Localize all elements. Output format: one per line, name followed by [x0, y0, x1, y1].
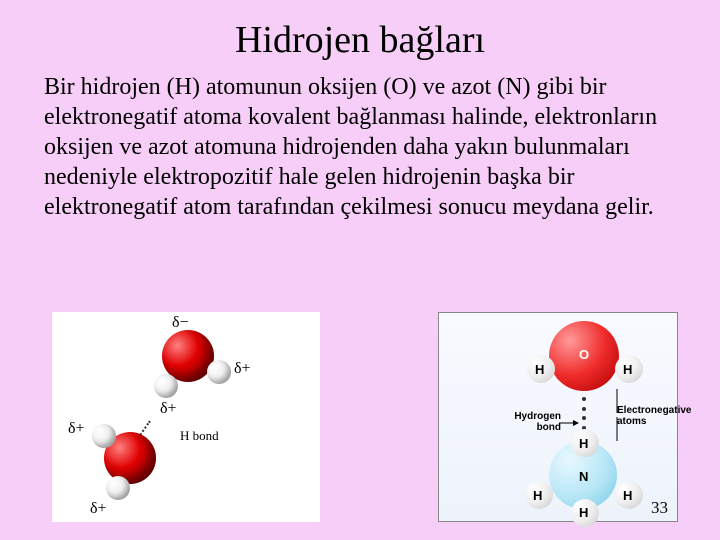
- arrow-icon: [559, 417, 579, 429]
- delta-plus-label: δ+: [234, 360, 251, 378]
- n-letter: N: [579, 469, 588, 484]
- h-letter: H: [535, 362, 544, 377]
- hbond-label: H bond: [180, 428, 219, 444]
- delta-plus-label: δ+: [90, 500, 107, 518]
- h-letter: H: [623, 488, 632, 503]
- o-letter: O: [579, 347, 589, 362]
- page-number: 33: [651, 498, 668, 518]
- hydrogen-bond-label: Hydrogen bond: [501, 411, 561, 433]
- hydrogen-atom: [92, 424, 116, 448]
- h-letter: H: [579, 505, 588, 520]
- page-title: Hidrojen bağları: [0, 0, 720, 72]
- h-letter: H: [579, 436, 588, 451]
- hydrogen-atom: [106, 476, 130, 500]
- delta-minus-label: δ−: [172, 314, 189, 332]
- body-paragraph: Bir hidrojen (H) atomunun oksijen (O) ve…: [0, 72, 720, 222]
- figures-row: δ− δ+ δ+ H bond δ+ δ+ O H H N H H H H Hy…: [0, 312, 720, 522]
- h-letter: H: [533, 488, 542, 503]
- delta-plus-label: δ+: [160, 400, 177, 418]
- figure-right-electroneg: O H H N H H H H Hydrogen bond Electroneg…: [438, 312, 678, 522]
- delta-plus-label: δ+: [68, 420, 85, 438]
- figure-left-hbond: δ− δ+ δ+ H bond δ+ δ+: [52, 312, 320, 522]
- hydrogen-atom: [154, 374, 178, 398]
- h-letter: H: [623, 362, 632, 377]
- bracket-icon: [615, 385, 639, 445]
- hydrogen-atom: [207, 360, 231, 384]
